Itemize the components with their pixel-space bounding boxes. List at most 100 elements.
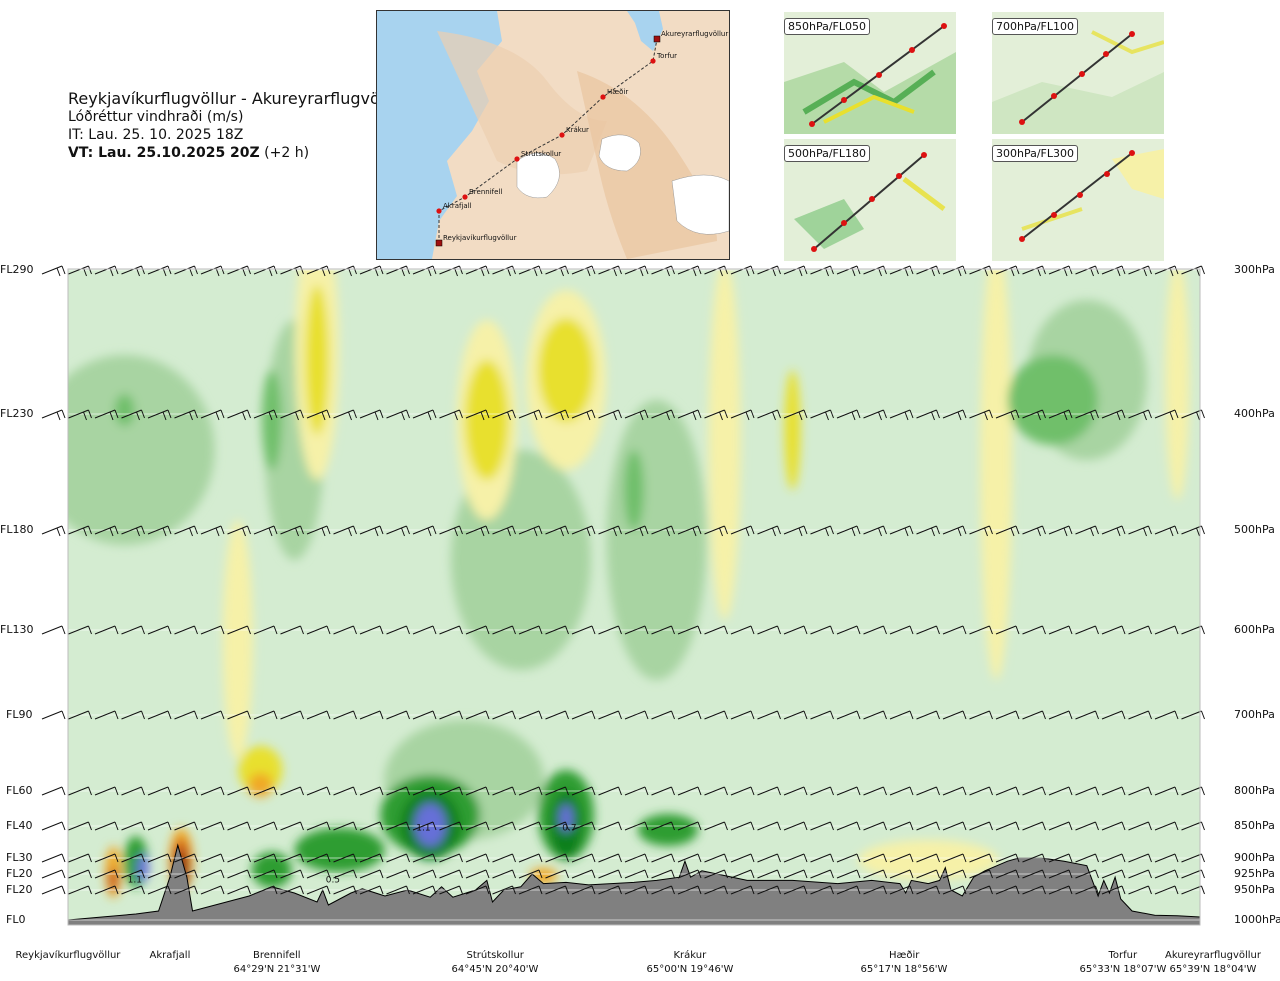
thumbnail-500[interactable]: 500hPa/FL180: [784, 139, 956, 261]
wind-barb: [757, 786, 781, 796]
wind-barb: [1128, 409, 1152, 421]
wind-barb: [1101, 885, 1126, 895]
wind-barb: [995, 625, 1020, 635]
wind-barb: [995, 786, 1020, 796]
wind-barb: [518, 885, 543, 895]
wind-barb: [1048, 885, 1073, 895]
wind-barb: [121, 885, 145, 895]
issue-time: IT: Lau. 25. 10. 2025 18Z: [68, 127, 244, 143]
wind-barb: [1075, 786, 1099, 796]
wind-barb: [545, 409, 569, 421]
wind-barb: [227, 786, 251, 796]
field-area-33: [248, 773, 273, 797]
route-title: Reykjavíkurflugvöllur - Akureyrarflugvöl…: [68, 89, 406, 108]
wind-barb: [810, 853, 834, 863]
wind-barb: [730, 525, 755, 537]
wind-barb: [147, 853, 172, 863]
wind-barb: [147, 525, 172, 537]
wind-barb: [730, 853, 755, 863]
wind-barb: [306, 625, 331, 635]
route-point-coord: 64°29'N 21°31'W: [233, 964, 321, 975]
thumbnail-700[interactable]: 700hPa/FL100: [992, 12, 1164, 134]
fl-label: FL30: [6, 851, 33, 864]
wind-barb: [757, 853, 781, 863]
map-route-line: [438, 38, 658, 243]
map-glacier-2: [598, 134, 641, 172]
wind-barb: [1128, 885, 1152, 895]
wind-barb: [518, 821, 543, 831]
route-point-coord: 65°00'N 19°46'W: [646, 964, 734, 975]
wind-barb: [704, 869, 728, 879]
wind-barb: [624, 525, 649, 537]
wind-barb: [439, 821, 463, 831]
wind-barb: [121, 853, 145, 863]
field-area-3: [606, 400, 707, 680]
wind-barb: [492, 821, 516, 831]
wind-barb: [253, 869, 278, 879]
wind-barb: [1154, 821, 1179, 831]
wind-barb: [386, 853, 410, 863]
wind-barb: [1048, 869, 1073, 879]
wind-barb: [465, 853, 490, 863]
field-area-26: [637, 814, 698, 846]
map-point-label: Akureyrarflugvöllur: [661, 30, 728, 38]
wind-barb: [465, 525, 490, 537]
wind-barb: [492, 869, 516, 879]
wind-barb: [598, 409, 622, 421]
wind-barb: [412, 853, 437, 863]
wind-barb: [810, 625, 834, 635]
wind-barb: [995, 869, 1020, 879]
wind-barb: [1154, 710, 1179, 720]
map-point-label: Krákur: [566, 126, 589, 134]
wind-barb: [889, 821, 914, 831]
route-point-label: Torfur: [1108, 950, 1138, 961]
wind-barb: [306, 869, 331, 879]
wind-barb: [624, 869, 649, 879]
thumbnail-850[interactable]: 850hPa/FL050: [784, 12, 956, 134]
wind-barb: [624, 885, 649, 895]
wind-barb: [386, 710, 410, 720]
wind-barb: [465, 409, 490, 421]
wind-barb: [598, 853, 622, 863]
wind-barb: [969, 821, 993, 831]
wind-barb: [969, 409, 993, 421]
wind-barb: [730, 409, 755, 421]
wind-barb: [41, 525, 66, 537]
wind-barb: [704, 821, 728, 831]
field-area-0: [68, 355, 215, 545]
thumbnail-300[interactable]: 300hPa/FL300: [992, 139, 1164, 261]
wind-barb: [1154, 625, 1179, 635]
wind-barb: [969, 853, 993, 863]
wind-barb: [1128, 869, 1152, 879]
wind-barb: [677, 821, 702, 831]
wind-barb: [916, 853, 940, 863]
wind-barb: [624, 625, 649, 635]
wind-barb: [306, 786, 331, 796]
wind-barb: [889, 409, 914, 421]
wind-barb: [386, 409, 410, 421]
wind-barb: [730, 786, 755, 796]
wind-barb: [439, 409, 463, 421]
wind-barb: [545, 786, 569, 796]
route-map-drawing: Akureyrarflugvöllur Torfur Hæðir Krákur Strú…: [377, 11, 729, 259]
wind-barb: [386, 869, 410, 879]
wind-barb: [359, 853, 384, 863]
vertical-velocity-field: [68, 269, 1190, 898]
field-area-21: [1007, 355, 1098, 445]
wind-barb: [280, 786, 304, 796]
wind-barb: [121, 409, 145, 421]
wind-barb: [200, 710, 225, 720]
field-area-9: [708, 269, 741, 620]
wind-barb: [200, 821, 225, 831]
wind-barb: [1101, 853, 1126, 863]
map-glacier-3: [671, 174, 729, 235]
wind-barb: [916, 786, 940, 796]
wind-barb: [863, 409, 887, 421]
wind-barb: [412, 625, 437, 635]
wind-barb: [571, 869, 596, 879]
wind-barb: [1022, 853, 1046, 863]
wind-barb: [465, 885, 490, 895]
wind-barb: [147, 786, 172, 796]
wind-barb: [174, 625, 198, 635]
route-point-label: Brennifell: [253, 950, 301, 961]
